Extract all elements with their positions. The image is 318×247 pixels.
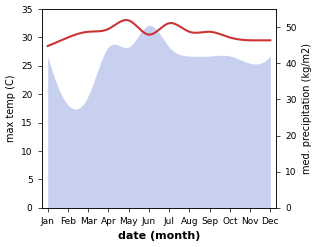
X-axis label: date (month): date (month) (118, 231, 200, 242)
Y-axis label: max temp (C): max temp (C) (5, 75, 16, 142)
Y-axis label: med. precipitation (kg/m2): med. precipitation (kg/m2) (302, 43, 313, 174)
